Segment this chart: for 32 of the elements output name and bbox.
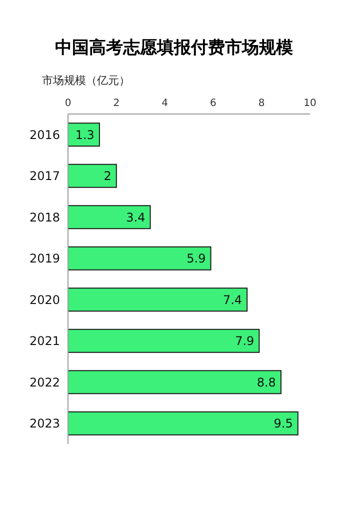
bar — [68, 411, 298, 436]
bar — [68, 288, 248, 312]
x-tick-label: 2 — [113, 98, 120, 109]
data-label: 7.4 — [222, 292, 242, 307]
y-tick-label: 2017 — [29, 169, 60, 184]
bar — [68, 370, 282, 394]
x-tick-label: 10 — [304, 98, 316, 109]
y-tick-label: 2023 — [29, 416, 60, 431]
bar — [68, 328, 260, 353]
chart-title: 中国高考志愿填报付费市场规模 — [54, 37, 294, 60]
data-label: 3.4 — [126, 210, 146, 224]
data-label: 2 — [104, 169, 112, 184]
x-tick-label: 8 — [258, 98, 265, 109]
y-tick-label: 2021 — [29, 334, 60, 348]
data-label: 5.9 — [186, 252, 206, 266]
y-tick-label: 2016 — [29, 128, 60, 142]
data-label: 1.3 — [75, 128, 94, 142]
x-tick-label: 4 — [162, 98, 168, 109]
bar — [68, 164, 117, 188]
data-label: 7.9 — [235, 334, 254, 348]
y-tick-label: 2019 — [29, 252, 60, 266]
y-tick-label: 2022 — [29, 375, 60, 390]
x-axis-title: 市场规模（亿元） — [41, 73, 131, 88]
data-label: 8.8 — [256, 375, 276, 390]
y-tick-label: 2018 — [29, 210, 60, 224]
bar — [68, 205, 151, 230]
data-label: 9.5 — [274, 416, 293, 431]
x-tick-label: 0 — [64, 98, 72, 109]
bar — [68, 246, 212, 270]
bar — [68, 122, 100, 147]
x-tick-label: 6 — [210, 98, 216, 109]
y-tick-label: 2020 — [29, 292, 60, 307]
